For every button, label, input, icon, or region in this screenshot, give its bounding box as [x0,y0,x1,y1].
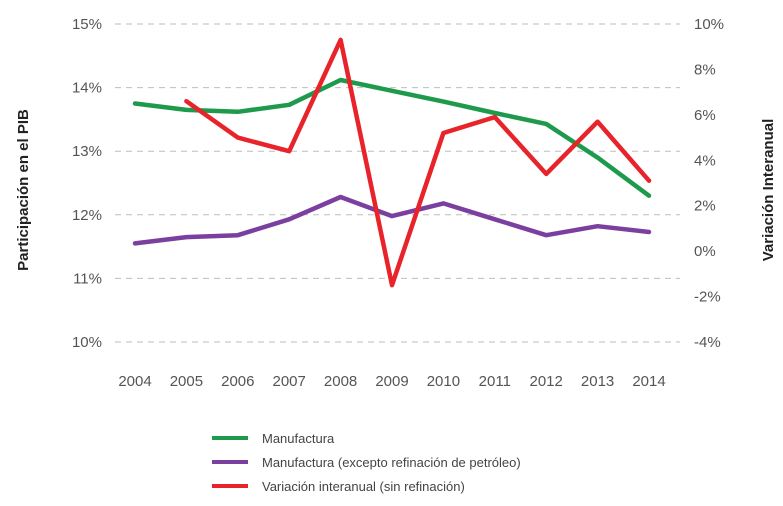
x-tick-label: 2004 [118,373,151,390]
right-tick-label: 8% [694,61,716,78]
x-tick-label: 2006 [221,373,254,390]
legend-label: Variación interanual (sin refinación) [262,478,465,494]
right-tick-label: 2% [694,198,716,215]
left-axis-ticks: 15% 14% 13% 12% 11% 10% [72,16,102,351]
legend-item-manufactura-excepto: Manufactura (excepto refinación de petró… [212,450,521,474]
left-tick-label: 10% [72,334,102,351]
x-tick-label: 2013 [581,373,614,390]
series-lines [132,37,652,288]
left-tick-label: 15% [72,16,102,33]
right-tick-label: 6% [694,107,716,124]
series-line [132,77,652,198]
series-line [184,37,652,288]
left-tick-label: 13% [72,143,102,160]
x-tick-label: 2012 [530,373,563,390]
right-tick-label: 4% [694,152,716,169]
x-tick-label: 2009 [375,373,408,390]
grid-lines [115,23,680,343]
legend-label: Manufactura (excepto refinación de petró… [262,454,521,470]
chart-legend: Manufactura Manufactura (excepto refinac… [212,426,521,498]
legend-label: Manufactura [262,430,335,446]
right-axis-ticks: 10% 8% 6% 4% 2% 0% -2% -4% [694,16,724,351]
left-tick-label: 14% [72,80,102,97]
legend-swatch [212,460,248,464]
x-tick-label: 2014 [632,373,665,390]
legend-item-variacion: Variación interanual (sin refinación) [212,474,521,498]
right-tick-label: 10% [694,16,724,33]
x-tick-label: 2010 [427,373,460,390]
x-axis-ticks: 2004 2005 2006 2007 2008 2009 2010 2011 2012 2013… [118,373,665,390]
x-tick-label: 2005 [170,373,203,390]
x-tick-label: 2007 [273,373,306,390]
left-axis-title: Participación en el PIB [15,109,32,271]
legend-item-manufactura: Manufactura [212,426,521,450]
x-tick-label: 2008 [324,373,357,390]
legend-swatch [212,484,248,488]
right-tick-label: -4% [694,334,721,351]
series-line [132,194,652,246]
legend-swatch [212,436,248,440]
left-tick-label: 12% [72,207,102,224]
x-tick-label: 2011 [479,373,511,390]
left-tick-label: 11% [73,270,102,287]
right-tick-label: 0% [694,243,716,260]
line-chart: 15% 14% 13% 12% 11% 10% 10% 8% 6% 4% 2% 0% -2% -4% 2… [15,16,777,390]
right-tick-label: -2% [694,289,721,306]
right-axis-title: Variación Interanual [760,119,777,262]
